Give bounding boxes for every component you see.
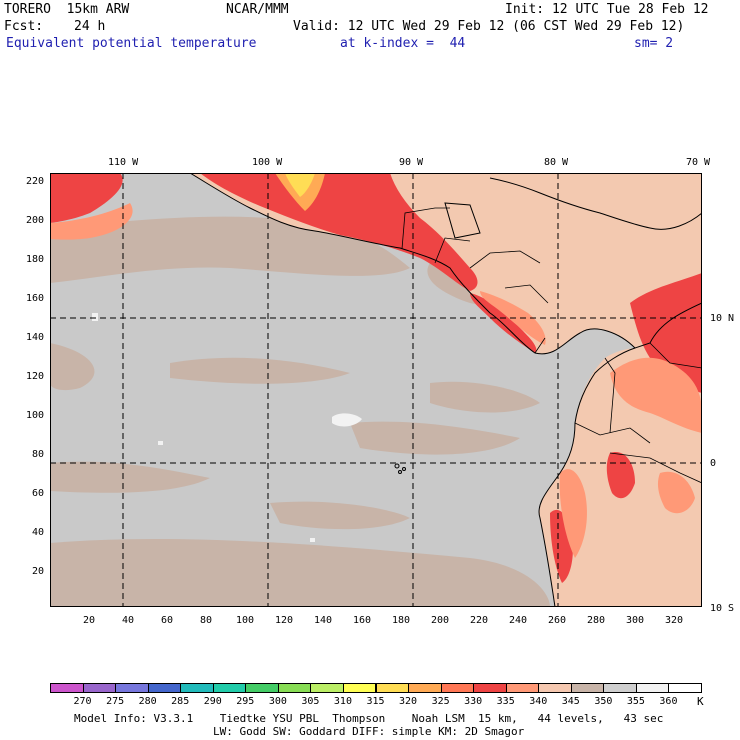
colorbar-swatch (115, 683, 149, 693)
model-info-line2: LW: Godd SW: Goddard DIFF: simple KM: 2D… (213, 725, 525, 738)
colorbar-unit: K (697, 695, 704, 708)
colorbar-label: 285 (171, 696, 190, 707)
lat-label-10n: 10 N (710, 313, 735, 324)
x-tick: 120 (274, 615, 294, 626)
colorbar-swatch (603, 683, 637, 693)
colorbar-swatch (180, 683, 214, 693)
x-tick: 260 (547, 615, 567, 626)
lon-label-70w: 70 W (686, 157, 711, 168)
colorbar-label: 280 (138, 696, 157, 707)
colorbar-swatch (473, 683, 507, 693)
colorbar-label: 300 (268, 696, 287, 707)
hotspot (275, 173, 325, 211)
x-tick: 80 (199, 615, 213, 626)
colorbar-label: 315 (366, 696, 385, 707)
colorbar-label: 320 (399, 696, 418, 707)
x-tick: 300 (625, 615, 645, 626)
colorbar-swatch (440, 683, 475, 693)
level-info: at k-index = 44 (340, 36, 466, 51)
x-tick: 100 (235, 615, 255, 626)
y-tick: 120 (25, 371, 44, 382)
map-frame (50, 173, 702, 607)
lon-label-100w: 100 W (252, 157, 283, 168)
x-tick: 200 (430, 615, 450, 626)
lat-label-10s: 10 S (710, 603, 735, 614)
colorbar-label: 310 (333, 696, 352, 707)
x-tick: 60 (160, 615, 174, 626)
colorbar-swatch (245, 683, 279, 693)
model-name: TORERO 15km ARW (4, 2, 130, 17)
coastlines (189, 173, 702, 607)
x-tick: 20 (82, 615, 96, 626)
colorbar-label: 270 (73, 696, 92, 707)
warm-ocean-patches (50, 216, 560, 607)
x-tick: 160 (352, 615, 372, 626)
y-tick: 140 (25, 332, 44, 343)
cool-spots (92, 313, 362, 542)
y-tick: 60 (31, 488, 44, 499)
x-tick: 240 (508, 615, 528, 626)
colorbar-swatch (82, 683, 117, 693)
field-name: Equivalent potential temperature (6, 36, 257, 51)
lon-label-80w: 80 W (544, 157, 569, 168)
hot-regions (50, 173, 702, 583)
colorbar-label: 360 (659, 696, 678, 707)
y-tick: 40 (31, 527, 44, 538)
x-tick: 320 (664, 615, 684, 626)
smoothing-info: sm= 2 (634, 36, 674, 51)
colorbar-swatch (505, 683, 540, 693)
graticule (50, 173, 702, 607)
y-tick: 100 (25, 410, 44, 421)
colorbar-swatch (570, 683, 605, 693)
colorbar-swatch (147, 683, 182, 693)
y-tick: 180 (25, 254, 44, 265)
lat-label-0: 0 (710, 458, 717, 469)
colorbar-label: 350 (594, 696, 613, 707)
colorbar-label: 295 (236, 696, 255, 707)
colorbar-swatch (212, 683, 247, 693)
valid-time: Valid: 12 UTC Wed 29 Feb 12 (06 CST Wed … (293, 19, 685, 34)
colorbar-swatch (538, 683, 572, 693)
fcst-hours: 24 h (74, 19, 106, 34)
theta-e-map (50, 173, 702, 607)
colorbar-swatch (310, 683, 344, 693)
colorbar-swatch (277, 683, 312, 693)
colorbar-label: 290 (203, 696, 222, 707)
lon-label-110w: 110 W (108, 157, 139, 168)
y-tick: 200 (25, 215, 44, 226)
y-tick: 160 (25, 293, 44, 304)
x-tick: 220 (469, 615, 489, 626)
y-tick: 80 (31, 449, 44, 460)
colorbar-label: 345 (561, 696, 580, 707)
init-time: Init: 12 UTC Tue 28 Feb 12 (505, 2, 709, 17)
colorbar-label: 355 (626, 696, 645, 707)
y-tick: 20 (31, 566, 44, 577)
colorbar-label: 325 (431, 696, 450, 707)
colorbar-swatch (375, 683, 410, 693)
colorbar-label: 340 (529, 696, 548, 707)
x-tick: 280 (586, 615, 606, 626)
x-tick: 180 (391, 615, 411, 626)
colorbar-swatch (408, 683, 442, 693)
country-borders (401, 207, 702, 484)
colorbar-label: 305 (301, 696, 320, 707)
colorbar-swatch (342, 683, 377, 693)
fcst-label: Fcst: (4, 19, 44, 34)
model-info-line1: Model Info: V3.3.1 Tiedtke YSU PBL Thomp… (74, 712, 664, 725)
colorbar-label: 330 (464, 696, 483, 707)
colorbar-swatch (635, 683, 670, 693)
colorbar-swatch (50, 683, 84, 693)
y-tick: 220 (25, 176, 44, 187)
colorbar-label: 335 (496, 696, 515, 707)
x-tick: 40 (121, 615, 135, 626)
center-name: NCAR/MMM (226, 2, 289, 17)
colorbar-label: 275 (106, 696, 125, 707)
colorbar-swatch (668, 683, 702, 693)
x-tick: 140 (313, 615, 333, 626)
lon-label-90w: 90 W (399, 157, 424, 168)
